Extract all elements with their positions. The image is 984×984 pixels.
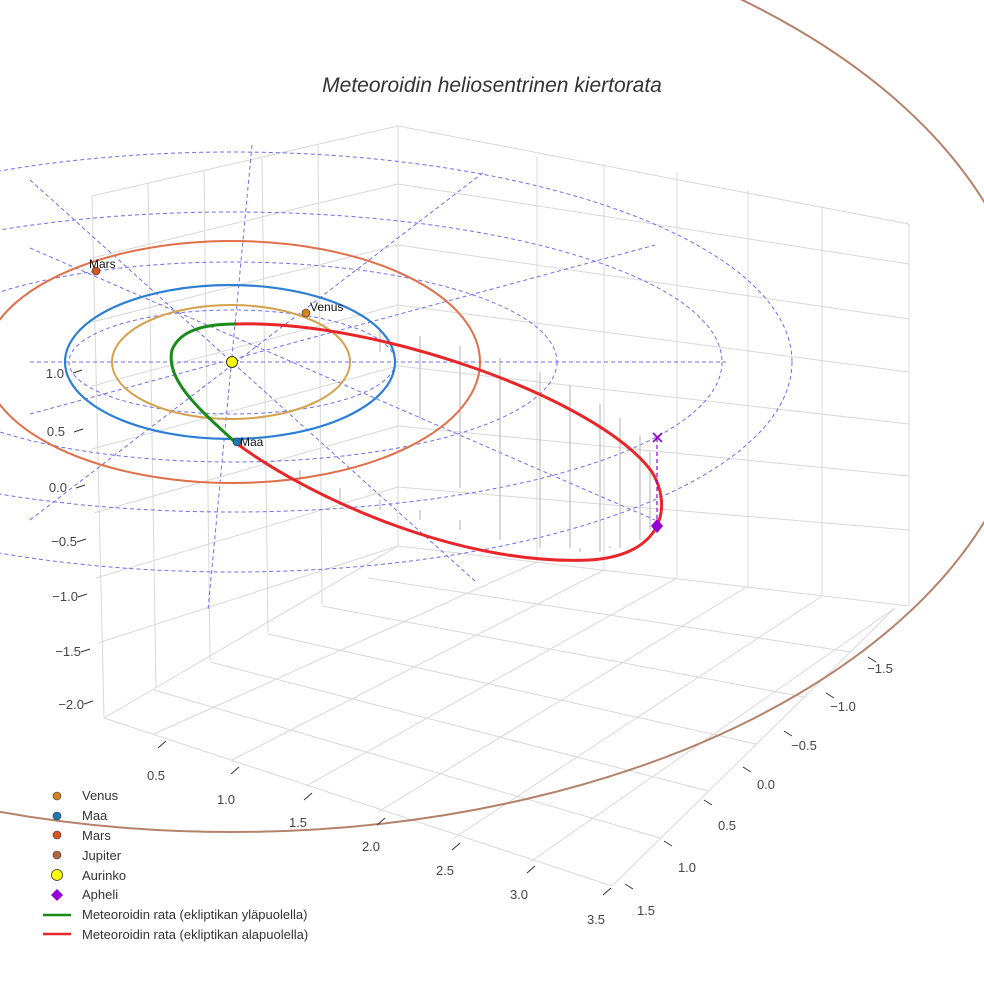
legend-diamond-icon: [40, 887, 74, 903]
x-tick-label: 3.5: [587, 912, 605, 927]
mars-marker: [91, 266, 101, 276]
z-axis: 1.0 0.5 0.0 −0.5 −1.0 −1.5 −2.0: [46, 366, 94, 712]
ecliptic-reference-grid: [0, 144, 793, 611]
z-tick-label: −2.0: [58, 697, 84, 712]
y-tick-label: −0.5: [791, 738, 817, 753]
x-tick-label: 1.5: [289, 815, 307, 830]
y-tick-label: 1.5: [637, 903, 655, 918]
z-tick-label: −1.5: [55, 644, 81, 659]
legend-item-aphelion: Apheli: [40, 885, 308, 905]
jupiter-orbit: [0, 0, 984, 833]
venus-orbit: [111, 304, 351, 420]
legend-dot-icon: [40, 827, 74, 843]
y-tick-label: 1.0: [678, 860, 696, 875]
chart-title: Meteoroidin heliosentrinen kiertorata: [322, 74, 662, 97]
earth-label: Maa: [240, 435, 264, 449]
legend-dot-icon: [40, 808, 74, 824]
z-tick-label: 0.5: [47, 424, 65, 439]
y-tick-label: 0.5: [718, 818, 736, 833]
x-tick-label: 1.0: [217, 792, 235, 807]
z-tick-label: −0.5: [51, 534, 77, 549]
legend-item-sun: Aurinko: [40, 865, 308, 885]
legend-label: Apheli: [82, 887, 119, 903]
meteoroid-orbit-below-ecliptic: [235, 322, 664, 562]
grid: [91, 125, 910, 887]
mars-orbit: [0, 240, 481, 484]
y-tick-label: −1.0: [830, 699, 856, 714]
y-tick-label: 0.0: [757, 777, 775, 792]
legend-item-orbit-above: Meteoroidin rata (ekliptikan yläpuolella…: [40, 905, 308, 925]
legend-sun-icon: [40, 867, 74, 883]
legend-label: Meteoroidin rata (ekliptikan alapuolella…: [82, 926, 309, 942]
venus-label: Venus: [310, 300, 343, 314]
legend-label: Venus: [82, 788, 119, 804]
x-tick-label: 2.5: [436, 863, 454, 878]
legend-item-venus: Venus: [40, 786, 308, 806]
y-tick-label: −1.5: [867, 661, 893, 676]
sun-marker: [226, 356, 238, 368]
x-tick-label: 0.5: [147, 768, 165, 783]
legend-label: Mars: [82, 827, 111, 843]
earth-marker: [232, 437, 242, 447]
legend-label: Jupiter: [82, 847, 122, 863]
venus-marker: [301, 308, 311, 318]
legend-line-icon: [40, 926, 74, 942]
legend-label: Meteoroidin rata (ekliptikan yläpuolella…: [82, 907, 308, 923]
x-axis: 0.5 1.0 1.5 2.0 2.5 3.0 3.5: [147, 740, 612, 927]
legend-dot-icon: [40, 788, 74, 804]
legend-item-jupiter: Jupiter: [40, 845, 308, 865]
legend: Venus Maa Mars Jupiter Aurinko Apheli: [40, 786, 308, 944]
legend-item-earth: Maa: [40, 806, 308, 826]
legend-label: Maa: [82, 808, 108, 824]
legend-item-mars: Mars: [40, 826, 308, 846]
meteoroid-orbit-above-ecliptic: [169, 322, 238, 445]
y-axis: −1.5 −1.0 −0.5 0.0 0.5 1.0 1.5: [624, 656, 893, 918]
legend-line-icon: [40, 907, 74, 923]
mars-label: Mars: [89, 257, 116, 271]
z-tick-label: 1.0: [46, 366, 64, 381]
x-tick-label: 3.0: [510, 887, 528, 902]
orbit-stems: [299, 330, 651, 552]
aphelion-projection-marker: [652, 432, 663, 443]
aphelion-marker: [651, 519, 663, 533]
x-tick-label: 2.0: [362, 839, 380, 854]
legend-item-orbit-below: Meteoroidin rata (ekliptikan alapuolella…: [40, 925, 308, 945]
z-tick-label: −1.0: [52, 589, 78, 604]
legend-label: Aurinko: [82, 867, 127, 883]
z-tick-label: 0.0: [49, 480, 67, 495]
legend-dot-icon: [40, 847, 74, 863]
